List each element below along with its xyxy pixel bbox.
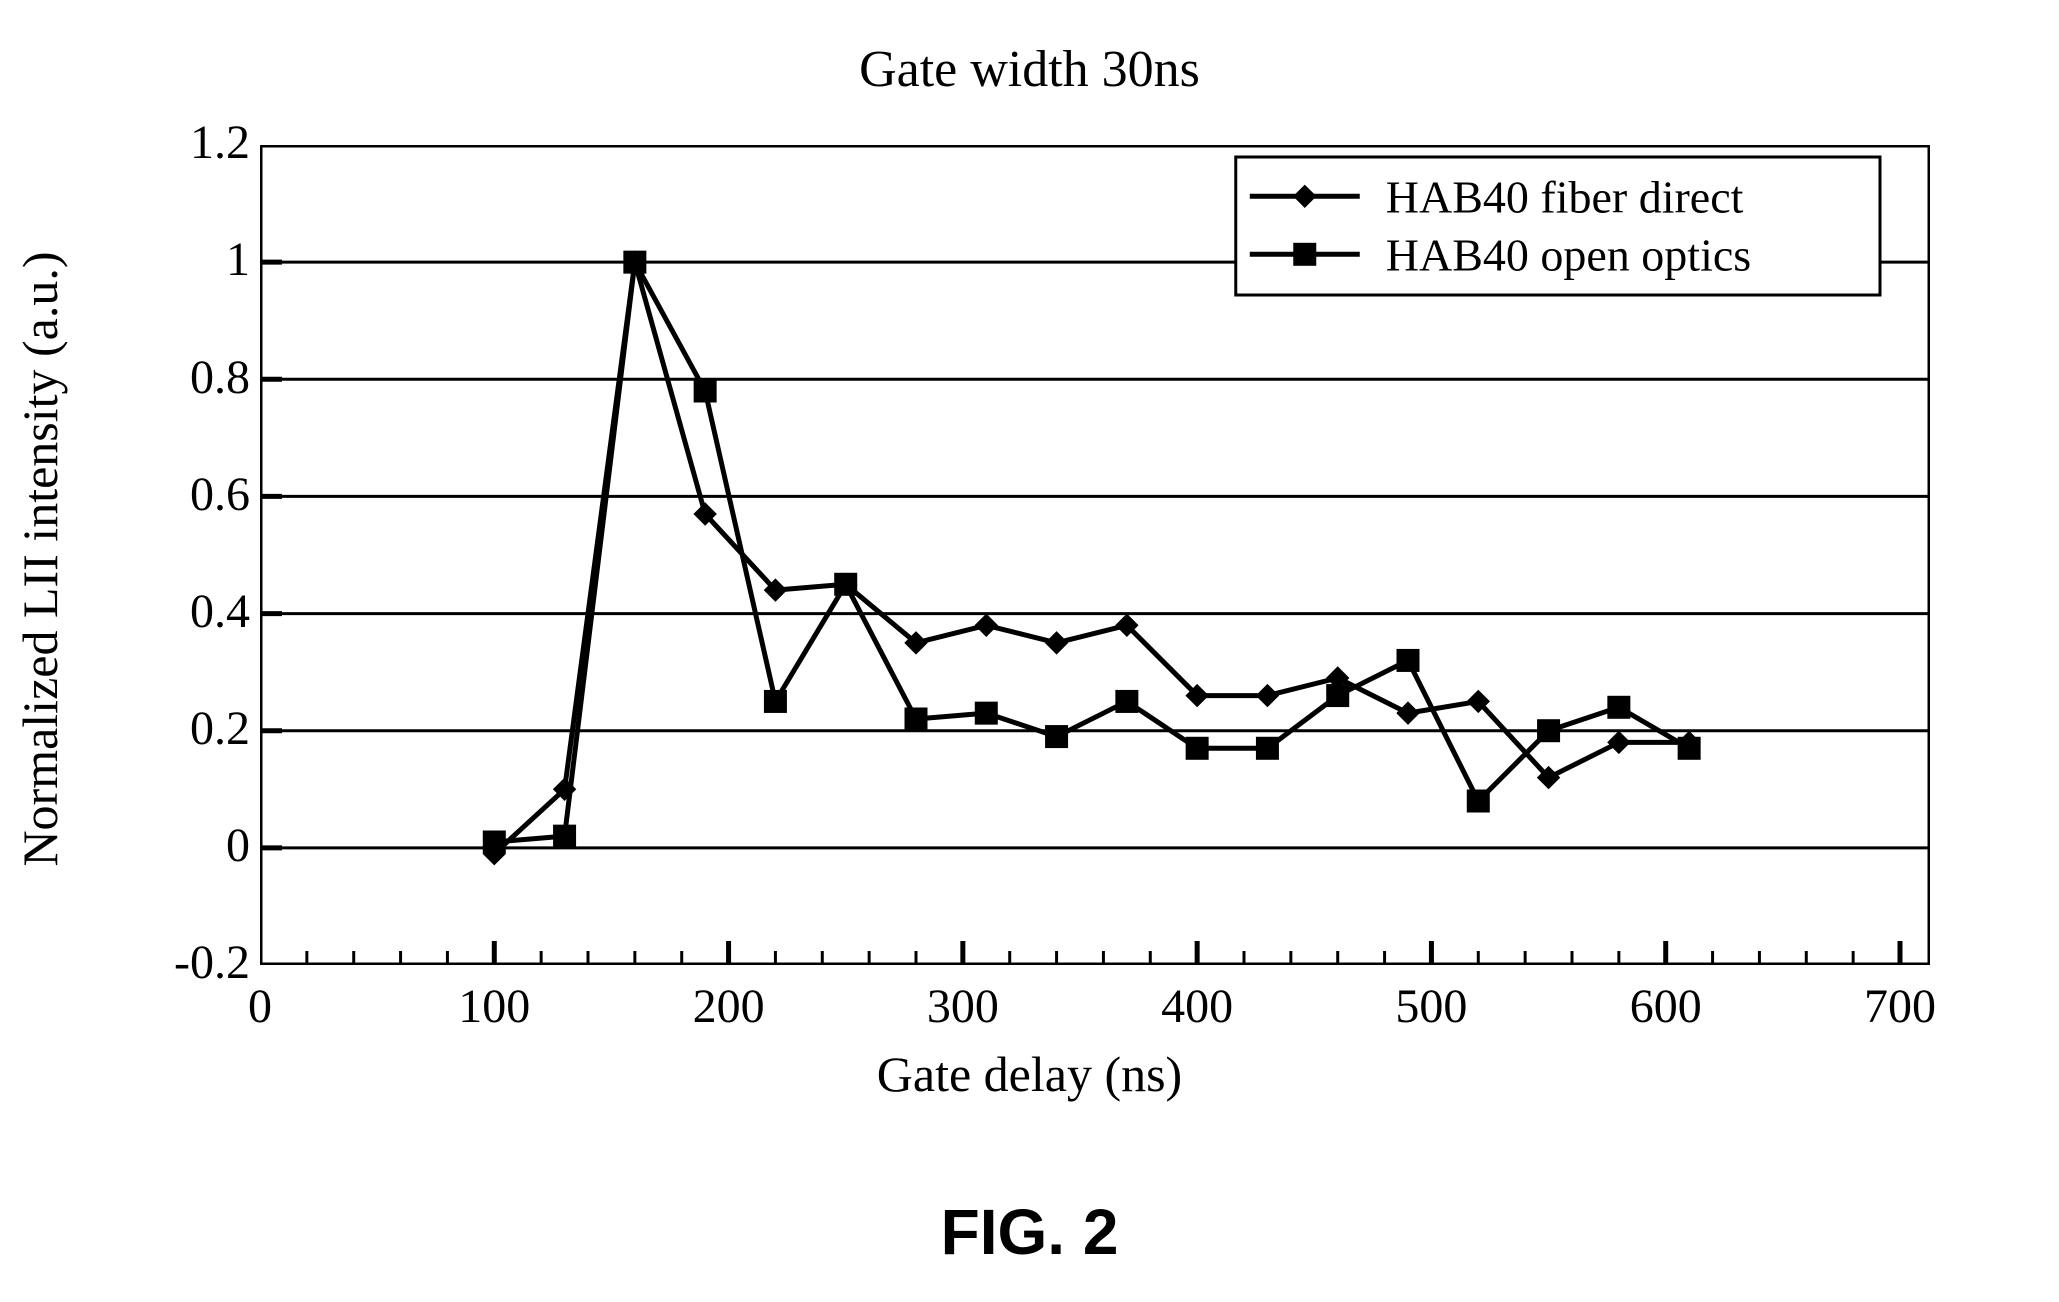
plot-svg: HAB40 fiber direct HAB40 open optics xyxy=(260,145,1930,965)
y-tick-label: 1.2 xyxy=(120,115,250,170)
y-tick-label: 0.8 xyxy=(120,350,250,405)
y-tick-label: 1 xyxy=(120,232,250,287)
figure-caption: FIG. 2 xyxy=(0,1195,2059,1269)
legend-entry-0: HAB40 fiber direct xyxy=(1386,171,1744,222)
legend-entry-1: HAB40 open optics xyxy=(1386,229,1751,280)
plot-area: HAB40 fiber direct HAB40 open optics xyxy=(260,145,1900,965)
y-tick-label: 0 xyxy=(120,818,250,873)
x-tick-label: 300 xyxy=(903,979,1023,1034)
y-tick-label: 0.4 xyxy=(120,584,250,639)
x-tick-label: 200 xyxy=(669,979,789,1034)
x-tick-label: 400 xyxy=(1137,979,1257,1034)
x-tick-label: 100 xyxy=(434,979,554,1034)
figure-container: Gate width 30ns Normalized LII intensity… xyxy=(0,0,2059,1302)
y-tick-label: 0.6 xyxy=(120,467,250,522)
x-tick-label: 600 xyxy=(1606,979,1726,1034)
x-tick-label: 0 xyxy=(200,979,320,1034)
x-tick-label: 500 xyxy=(1371,979,1491,1034)
x-tick-label: 700 xyxy=(1840,979,1960,1034)
x-axis-label: Gate delay (ns) xyxy=(0,1045,2059,1103)
y-axis-label: Normalized LII intensity (a.u.) xyxy=(11,159,69,959)
chart-title: Gate width 30ns xyxy=(0,40,2059,99)
y-tick-label: 0.2 xyxy=(120,701,250,756)
